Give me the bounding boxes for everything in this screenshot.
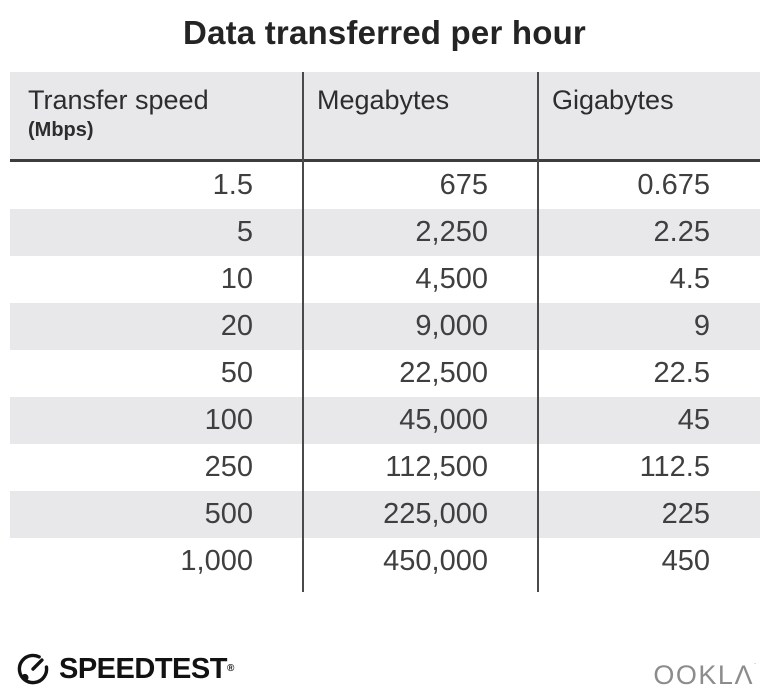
cell-megabytes: 112,500: [385, 451, 488, 483]
header-gigabytes: Gigabytes: [538, 72, 760, 159]
cell-speed: 10: [220, 263, 253, 295]
cell-speed: 5: [236, 216, 253, 248]
cell-gigabytes: 112.5: [639, 451, 710, 483]
cell-megabytes: 2,250: [415, 216, 488, 248]
registered-trademark-symbol: ®: [226, 663, 235, 674]
cell-gigabytes: 22.5: [653, 357, 710, 389]
table-row: 100 45,000 45: [10, 397, 760, 444]
header-megabytes-label: Megabytes: [317, 85, 450, 115]
table-row: 500 225,000 225: [10, 491, 760, 538]
speedtest-gauge-icon: [17, 653, 49, 685]
cell-speed: 250: [204, 451, 253, 483]
cell-megabytes: 225,000: [383, 498, 488, 530]
cell-speed: 20: [220, 310, 253, 342]
cell-gigabytes: 0.675: [637, 169, 710, 201]
header-gigabytes-label: Gigabytes: [552, 85, 674, 115]
column-divider: [537, 72, 539, 592]
table-header-row: Transfer speed (Mbps) Megabytes Gigabyte…: [10, 72, 760, 162]
page-title: Data transferred per hour: [183, 14, 586, 51]
table-row: 250 112,500 112.5: [10, 444, 760, 491]
cell-megabytes: 9,000: [415, 310, 488, 342]
cell-gigabytes: 225: [661, 498, 710, 530]
header-megabytes: Megabytes: [303, 72, 538, 159]
cell-gigabytes: 45: [677, 404, 710, 436]
speedtest-wordmark: SPEEDTEST: [59, 652, 227, 685]
table-row: 1.5 675 0.675: [10, 162, 760, 209]
ookla-logo: OOKLΛ˙: [653, 660, 757, 691]
cell-gigabytes: 450: [661, 545, 710, 577]
table-row: 50 22,500 22.5: [10, 350, 760, 397]
header-transfer-speed-unit: (Mbps): [28, 119, 94, 141]
cell-megabytes: 450,000: [383, 545, 488, 577]
table-row: 5 2,250 2.25: [10, 209, 760, 256]
header-transfer-speed-label: Transfer speed: [28, 85, 209, 115]
cell-gigabytes: 4.5: [669, 263, 710, 295]
column-divider: [302, 72, 304, 592]
table-row: 10 4,500 4.5: [10, 256, 760, 303]
cell-speed: 50: [220, 357, 253, 389]
table-row: 20 9,000 9: [10, 303, 760, 350]
cell-megabytes: 45,000: [399, 404, 488, 436]
table-row: 1,000 450,000 450: [10, 538, 760, 585]
ookla-trademark-symbol: ˙: [754, 662, 757, 672]
cell-speed: 100: [204, 404, 253, 436]
cell-speed: 1,000: [180, 545, 253, 577]
cell-gigabytes: 9: [693, 310, 710, 342]
table-body: 1.5 675 0.675 5 2,250 2.25 10 4,500 4.5 …: [10, 162, 760, 585]
cell-megabytes: 4,500: [415, 263, 488, 295]
cell-megabytes: 22,500: [399, 357, 488, 389]
cell-speed: 500: [204, 498, 253, 530]
cell-gigabytes: 2.25: [653, 216, 710, 248]
speedtest-logo: SPEEDTEST ®: [16, 652, 234, 686]
cell-speed: 1.5: [212, 169, 253, 201]
cell-megabytes: 675: [439, 169, 488, 201]
data-table: Transfer speed (Mbps) Megabytes Gigabyte…: [10, 72, 760, 592]
header-transfer-speed: Transfer speed (Mbps): [10, 72, 303, 159]
ookla-wordmark: OOKLΛ: [653, 660, 754, 690]
